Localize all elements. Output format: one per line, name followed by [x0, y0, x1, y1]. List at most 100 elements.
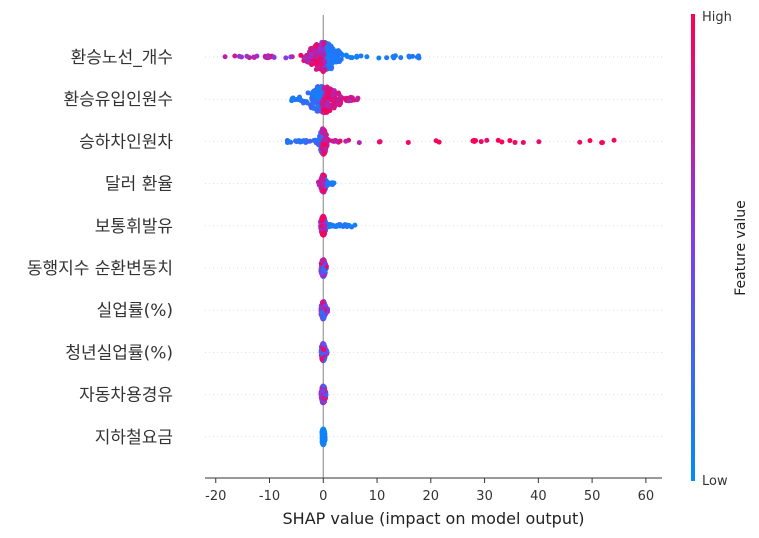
shap-point — [271, 54, 277, 60]
shap-point — [343, 52, 349, 58]
feature-label: 환승노선_개수 — [71, 48, 173, 68]
shap-point — [311, 105, 317, 111]
shap-point — [292, 97, 298, 103]
shap-point — [392, 53, 398, 59]
shap-point — [320, 430, 326, 436]
shap-point — [536, 139, 542, 145]
shap-point — [358, 53, 364, 59]
feature-points — [318, 257, 329, 280]
shap-point — [298, 52, 304, 58]
shap-point — [329, 180, 335, 186]
feature-points — [284, 126, 617, 157]
shap-point — [319, 89, 325, 95]
shap-point — [312, 52, 318, 58]
shap-point — [320, 188, 326, 194]
shap-point — [331, 100, 337, 106]
feature-points — [222, 39, 422, 75]
shap-point — [414, 54, 420, 60]
shap-point — [336, 59, 342, 65]
shap-point — [329, 61, 335, 67]
shap-point — [304, 55, 310, 61]
shap-point — [322, 85, 328, 91]
shap-point — [410, 53, 416, 59]
shap-point — [520, 140, 526, 146]
feature-points — [318, 213, 358, 238]
shap-point — [313, 140, 319, 146]
shap-point — [340, 52, 346, 58]
shap-point — [317, 133, 323, 139]
shap-point — [512, 139, 518, 145]
feature-label: 환승유입인원수 — [64, 90, 173, 110]
shap-point — [577, 139, 583, 145]
shap-point — [305, 90, 311, 96]
shap-point — [484, 137, 490, 143]
shap-point — [301, 138, 307, 144]
shap-point — [317, 45, 323, 51]
shap-point — [297, 96, 303, 102]
shap-point — [321, 437, 327, 443]
x-tick-label: 40 — [530, 489, 547, 504]
shap-point — [599, 140, 605, 146]
colorbar: High Low Feature value — [691, 10, 749, 489]
shap-point — [307, 138, 313, 144]
shap-point — [364, 54, 370, 60]
shap-point — [315, 65, 321, 71]
shap-point — [286, 139, 292, 145]
x-tick-label: 10 — [369, 489, 386, 504]
shap-point — [337, 138, 343, 144]
shap-point — [331, 50, 337, 56]
shap-point — [587, 138, 593, 144]
shap-point — [405, 139, 411, 145]
shap-point — [322, 146, 328, 152]
shap-point — [320, 395, 326, 401]
shap-point — [321, 142, 327, 148]
x-tick-label: -20 — [205, 489, 226, 504]
x-tick-label: -10 — [259, 489, 280, 504]
shap-point — [232, 53, 238, 59]
shap-point — [346, 223, 352, 229]
shap-point — [315, 93, 321, 99]
shap-point — [320, 126, 326, 132]
feature-points — [318, 383, 329, 406]
shap-point — [436, 139, 442, 145]
shap-point — [333, 138, 339, 144]
shap-point — [470, 138, 476, 144]
shap-point — [384, 55, 390, 61]
feature-points — [289, 84, 361, 116]
shap-point — [507, 138, 513, 144]
shap-point — [319, 310, 325, 316]
shap-point — [320, 341, 326, 347]
shap-point — [322, 67, 328, 73]
shap-point — [319, 356, 325, 362]
shap-point — [222, 54, 228, 60]
shap-point — [251, 54, 257, 60]
shap-point — [308, 51, 314, 57]
shap-point — [320, 388, 326, 394]
shap-point — [319, 99, 325, 105]
shap-point — [328, 43, 334, 49]
shap-point — [313, 44, 319, 50]
shap-point — [320, 305, 326, 311]
shap-point — [320, 181, 326, 187]
feature-label: 동행지수 순환변동치 — [27, 259, 173, 279]
colorbar-low-label: Low — [702, 474, 728, 489]
shap-point — [376, 139, 382, 145]
shap-point — [319, 218, 325, 224]
shap-point — [349, 55, 355, 61]
shap-point — [321, 315, 327, 321]
x-tick-label: 60 — [638, 489, 655, 504]
colorbar-high-label: High — [702, 10, 732, 25]
shap-points — [222, 39, 617, 448]
x-tick-label: 50 — [584, 489, 601, 504]
feature-label: 지하철요금 — [95, 428, 173, 448]
shap-point — [288, 54, 294, 60]
shap-point — [296, 138, 302, 144]
x-axis-title: SHAP value (impact on model output) — [283, 509, 585, 528]
shap-point — [499, 139, 505, 145]
shap-point — [309, 62, 315, 68]
shap-point — [376, 55, 382, 61]
x-axis: -20 -10 0 10 20 30 40 50 60 — [205, 477, 662, 504]
feature-label: 승하차인원차 — [79, 132, 173, 152]
shap-point — [304, 100, 310, 106]
